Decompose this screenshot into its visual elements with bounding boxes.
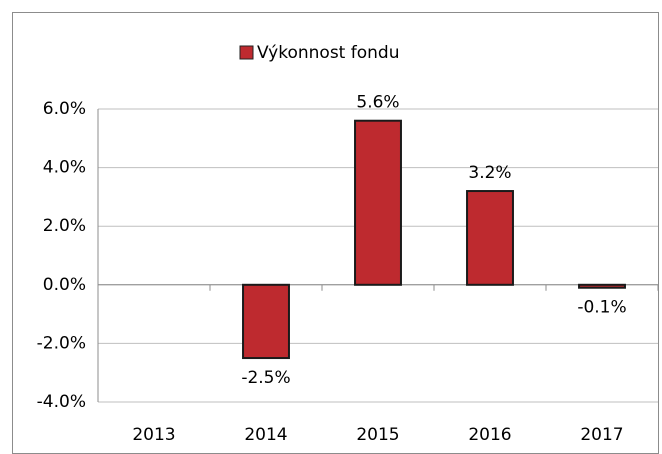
y-tick-label: 4.0% [43, 158, 86, 178]
data-label: 3.2% [468, 163, 511, 183]
x-tick-label: 2017 [580, 425, 623, 445]
x-tick-label: 2016 [468, 425, 511, 445]
x-tick-label: 2014 [244, 425, 287, 445]
data-label: -2.5% [241, 368, 290, 388]
bar [466, 190, 514, 286]
legend-swatch [239, 45, 254, 60]
x-tick-label: 2013 [132, 425, 175, 445]
data-label: 5.6% [356, 93, 399, 113]
chart-border [12, 12, 659, 454]
bar [242, 283, 290, 360]
legend-label: Výkonnost fondu [257, 43, 399, 63]
x-tick-label: 2015 [356, 425, 399, 445]
y-tick-label: 6.0% [43, 99, 86, 119]
y-tick-label: 2.0% [43, 216, 86, 236]
bar [578, 283, 626, 289]
y-tick-label: -2.0% [37, 333, 86, 353]
y-tick-label: -4.0% [37, 392, 86, 412]
data-label: -0.1% [577, 298, 626, 318]
y-tick-label: 0.0% [43, 275, 86, 295]
bar [354, 119, 402, 286]
